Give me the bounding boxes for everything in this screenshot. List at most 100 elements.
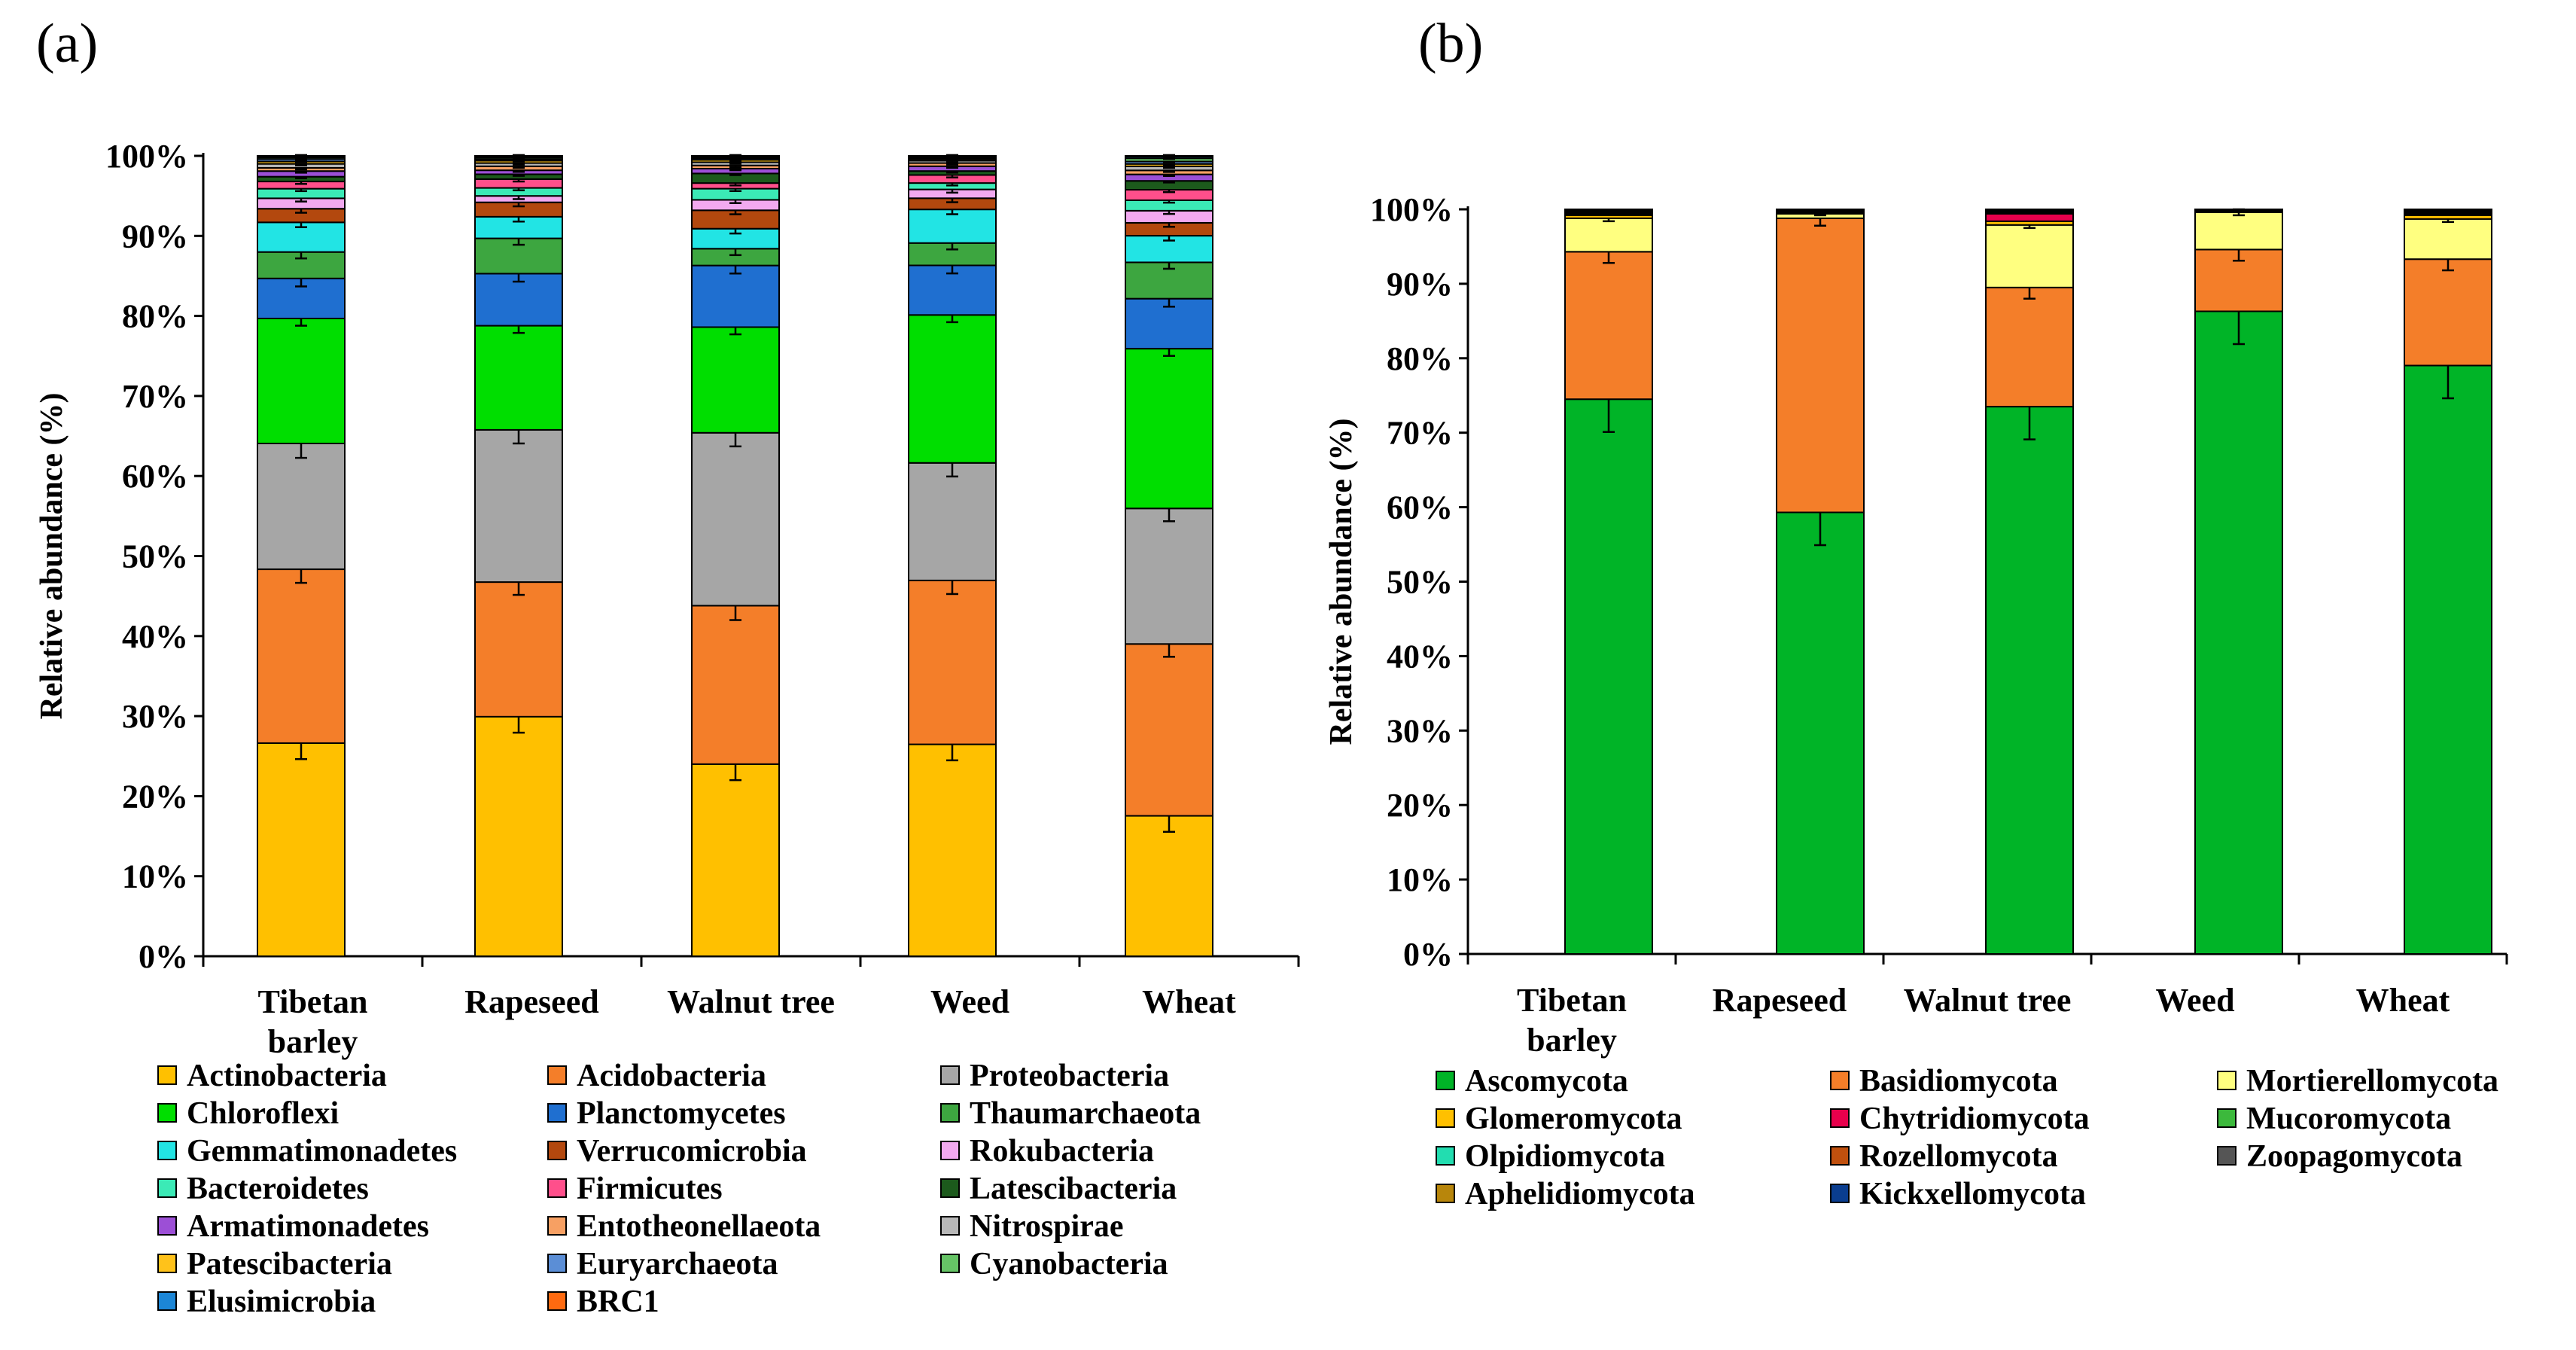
legend-label: Actinobacteria [187, 1059, 387, 1093]
legend-swatch [157, 1103, 177, 1123]
legend-swatch [547, 1065, 567, 1085]
bar-segment-proteobacteria-walnut-tree [691, 431, 780, 607]
bar-segment-acidobacteria-weed [908, 579, 997, 745]
bar-segment-acidobacteria-wheat [1125, 643, 1213, 817]
y-tick-label: 100% [105, 138, 188, 175]
bar-segment-ascomycota-tibetan-barley [1564, 398, 1653, 955]
legend-label: Chytridiomycota [1859, 1102, 2090, 1136]
legend-swatch [1830, 1184, 1850, 1203]
y-tick-label: 10% [122, 858, 188, 895]
legend-item-latescibacteria: Latescibacteria [940, 1172, 1177, 1206]
legend-label: Olpidiomycota [1465, 1139, 1665, 1174]
legend-swatch [157, 1141, 177, 1160]
legend-label: Aphelidiomycota [1465, 1177, 1695, 1211]
legend-swatch [157, 1216, 177, 1236]
y-tick-label: 0% [139, 938, 188, 975]
bar-segment-mortierellomycota-weed [2194, 211, 2283, 251]
legend-label: Latescibacteria [970, 1172, 1177, 1206]
legend-label: Euryarchaeota [577, 1247, 778, 1281]
legend-swatch [940, 1103, 960, 1123]
legend-item-kickxellomycota: Kickxellomycota [1830, 1177, 2086, 1211]
x-tick-label-tibetan-barley: barley [1527, 1022, 1617, 1059]
y-tick-label: 90% [122, 218, 188, 254]
legend-item-euryarchaeota: Euryarchaeota [547, 1247, 778, 1281]
legend-swatch [157, 1065, 177, 1085]
x-tick-label-tibetan-barley: barley [268, 1023, 358, 1060]
x-tick-label-weed: Weed [2155, 982, 2234, 1019]
legend-label: Acidobacteria [577, 1059, 766, 1093]
y-tick-label: 50% [1387, 564, 1453, 601]
legend-label: Gemmatimonadetes [187, 1134, 457, 1169]
legend-label: Kickxellomycota [1859, 1177, 2086, 1211]
legend-item-zoopagomycota: Zoopagomycota [2217, 1139, 2462, 1174]
x-tick-label-walnut-tree: Walnut tree [667, 983, 835, 1020]
y-tick-label: 30% [122, 698, 188, 735]
bar-segment-actinobacteria-weed [908, 743, 997, 957]
x-tick-label-rapeseed: Rapeseed [464, 983, 598, 1020]
legend-item-gemmatimonadetes: Gemmatimonadetes [157, 1134, 457, 1169]
legend-swatch [940, 1141, 960, 1160]
y-tick-label: 40% [122, 618, 188, 655]
bar-segment-chloroflexi-weed [908, 314, 997, 464]
legend-swatch [1436, 1071, 1455, 1090]
bar-segment-basidiomycota-tibetan-barley [1564, 251, 1653, 401]
legend-label: Glomeromycota [1465, 1102, 1682, 1136]
y-tick-label: 60% [122, 458, 188, 495]
legend-swatch [940, 1065, 960, 1085]
legend-item-rozellomycota: Rozellomycota [1830, 1139, 2058, 1174]
legend-label: Proteobacteria [970, 1059, 1169, 1093]
legend-swatch [547, 1141, 567, 1160]
legend-swatch [157, 1178, 177, 1198]
y-tick-label: 20% [122, 778, 188, 815]
legend-swatch [1830, 1108, 1850, 1128]
bar-segment-ascomycota-wheat [2404, 364, 2492, 955]
bar-segment-actinobacteria-tibetan-barley [257, 742, 346, 958]
legend-swatch [2217, 1146, 2236, 1166]
y-tick-label: 50% [122, 538, 188, 575]
legend-item-verrucomicrobia: Verrucomicrobia [547, 1134, 807, 1169]
legend-label: Verrucomicrobia [577, 1134, 807, 1169]
x-tick-label-wheat: Wheat [1142, 983, 1236, 1020]
legend-label: Nitrospirae [970, 1209, 1124, 1244]
legend-swatch [547, 1103, 567, 1123]
legend-item-proteobacteria: Proteobacteria [940, 1059, 1169, 1093]
legend-label: Entotheonellaeota [577, 1209, 821, 1244]
legend-item-armatimonadetes: Armatimonadetes [157, 1209, 429, 1244]
legend-swatch [1830, 1146, 1850, 1166]
legend-item-chytridiomycota: Chytridiomycota [1830, 1102, 2090, 1136]
legend-b: Ascomycota Basidiomycota Mortierellomycota… [1436, 1064, 2498, 1211]
legend-label: Rokubacteria [970, 1134, 1154, 1169]
bar-segment-proteobacteria-tibetan-barley [257, 442, 346, 571]
legend-swatch [1436, 1146, 1455, 1166]
legend-label: Chloroflexi [187, 1096, 340, 1131]
legend-swatch [1436, 1108, 1455, 1128]
legend-swatch [940, 1254, 960, 1273]
panel-label-a: (a) [36, 13, 98, 75]
bar-segment-actinobacteria-walnut-tree [691, 763, 780, 957]
bar-segment-ascomycota-walnut-tree [1985, 406, 2074, 955]
bar-segment-chloroflexi-walnut-tree [691, 326, 780, 434]
legend-swatch [157, 1291, 177, 1311]
bar-segment-chytridiomycota-walnut-tree [1985, 212, 2074, 222]
error-bar-brc1-rapeseed [513, 154, 525, 158]
legend-label: Bacteroidetes [187, 1172, 369, 1206]
y-tick-label: 10% [1387, 861, 1453, 898]
error-bar-brc1-tibetan-barley [295, 154, 307, 158]
x-tick-label-weed: Weed [930, 983, 1009, 1020]
legend-label: Zoopagomycota [2246, 1139, 2462, 1174]
legend-item-brc1: BRC1 [547, 1284, 659, 1319]
legend-swatch [1436, 1184, 1455, 1203]
legend-item-rokubacteria: Rokubacteria [940, 1134, 1154, 1169]
y-tick-label: 100% [1370, 191, 1453, 228]
error-bar-brc1-walnut-tree [729, 154, 741, 158]
legend-item-nitrospirae: Nitrospirae [940, 1209, 1124, 1244]
legend-swatch [547, 1216, 567, 1236]
legend-item-bacteroidetes: Bacteroidetes [157, 1172, 369, 1206]
legend-label: Elusimicrobia [187, 1284, 376, 1319]
bar-segment-acidobacteria-tibetan-barley [257, 568, 346, 744]
legend-label: Cyanobacteria [970, 1247, 1168, 1281]
x-tick-label-rapeseed: Rapeseed [1713, 982, 1847, 1019]
error-bar-brc1-weed [946, 154, 958, 158]
bar-segment-proteobacteria-wheat [1125, 507, 1213, 645]
